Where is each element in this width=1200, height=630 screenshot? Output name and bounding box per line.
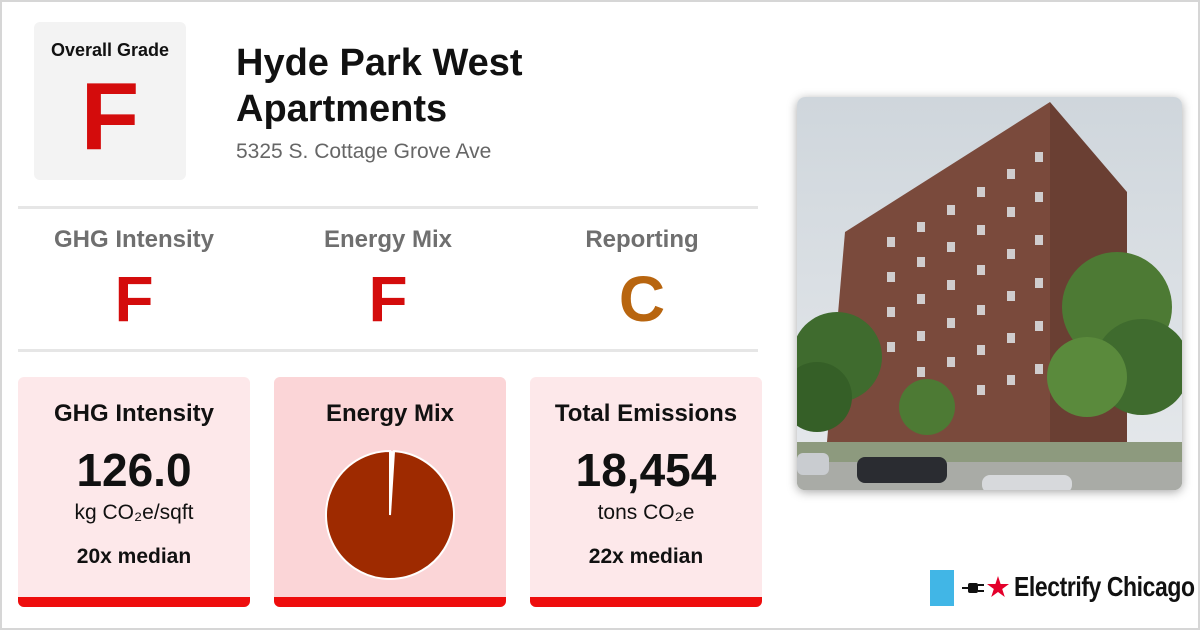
- building-name: Hyde Park West Apartments: [236, 42, 523, 130]
- star-icon: [987, 576, 1009, 597]
- plug-icon: [962, 583, 984, 593]
- overall-grade-label: Overall Grade: [50, 40, 170, 60]
- overall-grade-value: F: [80, 63, 140, 170]
- electrify-chicago-logo: Electrify Chicago: [930, 570, 1195, 606]
- grade-label: GHG Intensity: [53, 226, 215, 253]
- card-accent-bar: [18, 597, 250, 607]
- grade-reporting: Reporting C: [526, 226, 758, 334]
- card-energy-mix: Energy Mix: [274, 377, 506, 607]
- divider-top: [18, 206, 758, 209]
- energy-mix-pie: [324, 449, 456, 581]
- card-ghg-intensity: GHG Intensity 126.0 kg CO₂e/sqft 20x med…: [18, 377, 250, 607]
- grade-label: Reporting: [585, 226, 699, 253]
- card-title: Total Emissions: [554, 400, 738, 427]
- card-value: 126.0: [76, 444, 192, 496]
- grade-label: Energy Mix: [323, 226, 453, 253]
- building-address: 5325 S. Cottage Grove Ave: [236, 140, 492, 163]
- card-accent-bar: [274, 597, 506, 607]
- divider-bottom: [18, 349, 758, 352]
- card-value: 18,454: [575, 444, 717, 496]
- grade-value: C: [618, 263, 666, 335]
- card-total-emissions: Total Emissions 18,454 tons CO₂e 22x med…: [530, 377, 762, 607]
- grade-value: F: [368, 263, 408, 335]
- brand-name: Electrify Chicago: [1014, 571, 1195, 602]
- grade-value: F: [114, 263, 154, 335]
- grade-ghg-intensity: GHG Intensity F: [18, 226, 250, 334]
- grade-energy-mix: Energy Mix F: [272, 226, 504, 334]
- card-median: 20x median: [76, 545, 192, 568]
- card-title: GHG Intensity: [53, 400, 215, 427]
- chicago-flag-icon: [930, 570, 954, 606]
- pie-slice-gas: [325, 449, 455, 580]
- card-median: 22x median: [588, 545, 704, 568]
- card-unit: kg CO₂e/sqft: [74, 501, 194, 524]
- overall-grade-box: Overall Grade F: [34, 22, 186, 180]
- building-photo: [797, 97, 1182, 490]
- card-title: Energy Mix: [325, 400, 455, 427]
- card-accent-bar: [530, 597, 762, 607]
- card-unit: tons CO₂e: [597, 501, 695, 524]
